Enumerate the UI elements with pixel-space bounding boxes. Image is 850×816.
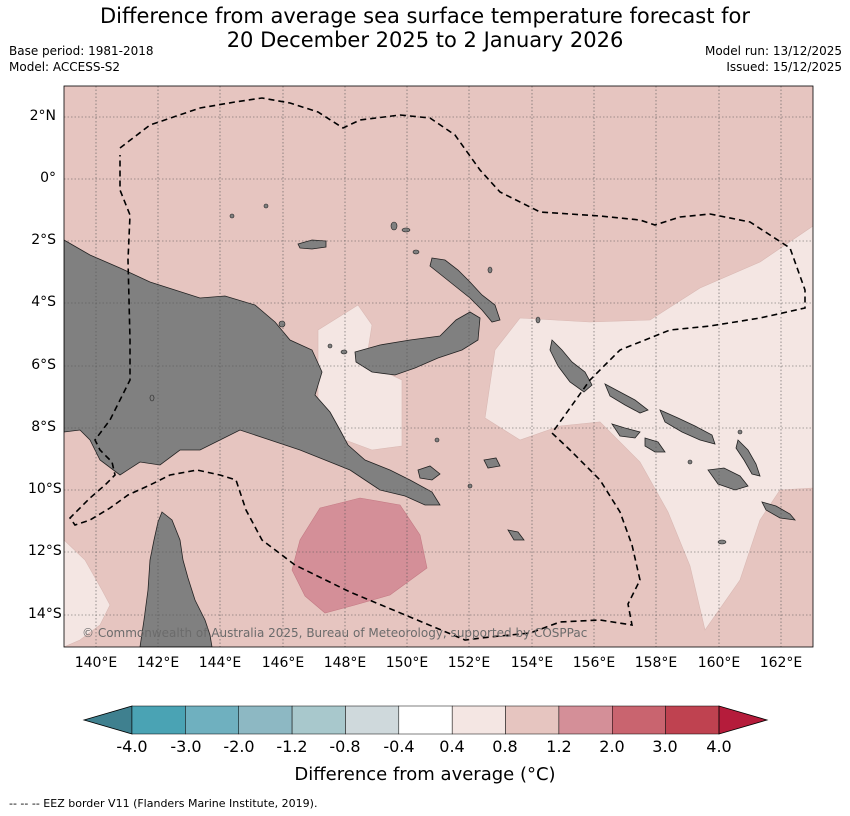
colorbar-segment: [451, 705, 506, 735]
colorbar-tick-label: 1.2: [546, 737, 572, 756]
land-new-guinea: [64, 239, 441, 506]
colorbar-tick-label: -3.0: [170, 737, 202, 756]
land-guadalcanal: [707, 467, 749, 491]
colorbar-title: Difference from average (°C): [294, 764, 556, 785]
lat-label: 10°S: [28, 481, 62, 497]
lon-label: 140°E: [74, 655, 118, 671]
colorbar-tick-label: -2.0: [223, 737, 255, 756]
lon-label: 156°E: [572, 655, 616, 671]
model-name: Model: ACCESS-S2: [9, 60, 121, 74]
colorbar-segment: [505, 705, 560, 735]
title-line-1: Difference from average sea surface temp…: [100, 4, 750, 28]
model-run: Model run: 13/12/2025: [704, 44, 842, 58]
land-malaita: [735, 439, 761, 477]
lon-label: 158°E: [634, 655, 678, 671]
map-title: Difference from average sea surface temp…: [0, 4, 850, 52]
issued-date: Issued: 15/12/2025: [726, 60, 842, 74]
colorbar-tick-label: 0.8: [492, 737, 518, 756]
colorbar-extend-high: [718, 705, 769, 735]
lat-label: 12°S: [28, 543, 62, 559]
land-rossel: [507, 529, 525, 541]
colorbar-tick-label: -1.2: [276, 737, 308, 756]
lat-label: 4°S: [31, 294, 56, 310]
colorbar-segment: [558, 705, 613, 735]
land-woodlark: [483, 457, 501, 469]
colorbar-segment: [291, 705, 346, 735]
land-bougainville: [549, 339, 593, 393]
anomaly-region-0.4-0.8-southwest: [64, 539, 111, 647]
lon-label: 142°E: [136, 655, 180, 671]
lon-label: 160°E: [697, 655, 741, 671]
colorbar-segment: [185, 705, 239, 735]
colorbar-segment: [345, 705, 400, 735]
land-florida-islands: [644, 437, 666, 453]
anomaly-region-1.2-2.0: [291, 497, 428, 614]
eez-legend-note: -- -- -- EEZ border V11 (Flanders Marine…: [9, 797, 318, 810]
lon-label: 162°E: [759, 655, 803, 671]
colorbar-segment: [131, 705, 186, 735]
map-frame: [63, 85, 814, 648]
colorbar-tick-label: -0.8: [329, 737, 361, 756]
land-new-georgia: [611, 423, 641, 439]
land-dentrecasteaux: [417, 465, 441, 481]
lat-label: 2°N: [29, 108, 56, 124]
lon-label: 150°E: [385, 655, 429, 671]
colorbar-tick-label: 2.0: [599, 737, 625, 756]
lon-label: 144°E: [198, 655, 242, 671]
colorbar-segment: [665, 705, 720, 735]
colorbar-segment: [238, 705, 293, 735]
colorbar-tick-label: 3.0: [652, 737, 678, 756]
title-line-2: 20 December 2025 to 2 January 2026: [226, 28, 624, 52]
lon-label: 148°E: [323, 655, 367, 671]
land-new-ireland: [429, 257, 501, 323]
metadata-left: Base period: 1981-2018 Model: ACCESS-S2: [9, 43, 154, 75]
base-period: Base period: 1981-2018: [9, 44, 154, 58]
land-santa-isabel: [659, 409, 716, 445]
lat-label: 14°S: [28, 606, 62, 622]
lon-label: 152°E: [447, 655, 491, 671]
lat-label: 2°S: [31, 232, 56, 248]
lat-label: 8°S: [31, 419, 56, 435]
lat-label: 0°: [40, 170, 56, 186]
colorbar-tick-label: 0.4: [439, 737, 465, 756]
land-makira: [761, 501, 796, 521]
lat-label: 6°S: [31, 357, 56, 373]
colorbar-segment: [398, 705, 453, 735]
land-small-islands: [149, 203, 743, 545]
copyright-notice: © Commonwealth of Australia 2025, Bureau…: [82, 626, 588, 640]
lon-label: 154°E: [510, 655, 554, 671]
graticule: [64, 86, 813, 647]
metadata-right: Model run: 13/12/2025 Issued: 15/12/2025: [705, 43, 842, 75]
eez-border: [68, 97, 806, 641]
land-choiseul: [604, 383, 649, 414]
land-new-britain: [354, 311, 481, 376]
land-manus: [297, 239, 327, 250]
colorbar-tick-label: 4.0: [706, 737, 732, 756]
colorbar-segment: [612, 705, 666, 735]
colorbar-tick-label: -0.4: [383, 737, 415, 756]
colorbar-extend-low: [82, 705, 133, 735]
lon-label: 146°E: [261, 655, 305, 671]
colorbar-tick-label: -4.0: [116, 737, 148, 756]
